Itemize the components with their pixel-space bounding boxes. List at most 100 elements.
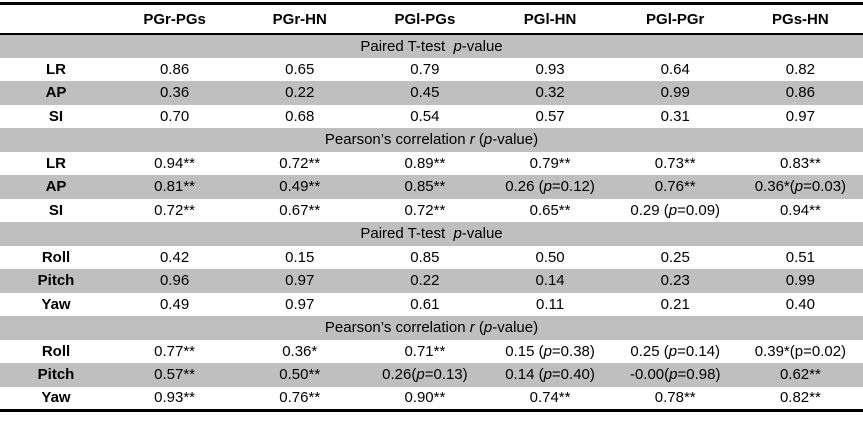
column-header-blank: [0, 3, 112, 35]
row-label: LR: [46, 60, 66, 78]
table-cell: 0.79**: [529, 154, 571, 172]
text: Paired T-test: [360, 225, 454, 243]
text: =0.38): [551, 342, 595, 360]
table-row: LR 0.94** 0.72** 0.89** 0.79** 0.73** 0.83**: [0, 152, 863, 176]
row-label: Pitch: [0, 363, 112, 387]
table-cell: 0.99: [612, 81, 738, 105]
table-cell: 0.57**: [112, 363, 238, 387]
table-cell: 0.70: [159, 107, 190, 125]
table-cell: 0.76**: [612, 175, 738, 199]
table-cell: 0.36: [112, 81, 238, 105]
table-cell: 0.36*: [282, 342, 318, 360]
table-cell: 0.39*(p=0.02): [754, 342, 847, 360]
table-cell: 0.50**: [237, 363, 363, 387]
table-row: Roll 0.42 0.15 0.85 0.50 0.25 0.51: [0, 246, 863, 270]
table-cell: 0.83**: [779, 154, 821, 172]
table-cell: 0.79: [410, 60, 440, 78]
table-cell: 0.11: [536, 295, 565, 313]
text: -value): [492, 131, 539, 149]
italic-text: p: [543, 366, 552, 384]
table-cell: 0.42: [159, 248, 190, 266]
text: 0.15 (: [505, 342, 544, 360]
table-cell: 0.93**: [154, 389, 196, 406]
table-row: Roll 0.77** 0.36* 0.71** 0.15 (p=0.38) 0.25 (…: [0, 340, 863, 364]
section-title: Paired T-test p-value: [0, 34, 863, 58]
text: =0.12): [551, 178, 595, 196]
italic-text: p: [668, 342, 678, 360]
section-title: Pearson’s correlation r (p-value): [0, 128, 863, 152]
table-cell: 0.73**: [654, 154, 696, 172]
table-cell: 0.96: [112, 269, 238, 293]
table-cell: 0.51: [785, 248, 815, 266]
table-cell: 0.57: [535, 107, 565, 125]
table-cell: 0.15: [285, 248, 315, 266]
table-cell: 0.77**: [154, 342, 196, 360]
table-cell: 0.71**: [404, 342, 446, 360]
row-label: SI: [48, 201, 64, 219]
table-cell: 0.65: [285, 60, 315, 78]
italic-text: p: [543, 342, 552, 360]
table-cell: 0.86: [159, 60, 190, 78]
table-cell: 0.99: [737, 269, 863, 293]
italic-text: r: [469, 319, 475, 337]
text: 0.29 (: [630, 201, 669, 219]
row-label: SI: [48, 107, 64, 125]
table-cell: 0.49: [159, 295, 190, 313]
column-header-pgs-hn: PGs-HN: [737, 3, 863, 35]
italic-text: p: [543, 178, 552, 196]
table-cell: 0.15 (p=0.38): [487, 340, 612, 364]
column-header-row: PGr-PGs PGr-HN PGl-PGs PGl-HN PGl-PGr PG…: [0, 3, 863, 35]
text: -0.00(: [629, 366, 670, 384]
text: (: [474, 131, 484, 149]
table-cell: 0.97: [237, 269, 363, 293]
table-cell: -0.00(p=0.98): [612, 363, 738, 387]
italic-text: p: [453, 225, 462, 243]
row-label: Yaw: [41, 295, 71, 313]
italic-text: p: [483, 319, 493, 337]
table-row: LR 0.86 0.65 0.79 0.93 0.64 0.82: [0, 58, 863, 82]
row-label: Pitch: [0, 269, 112, 293]
text: =0.14): [677, 342, 721, 360]
section-title-row: Paired T-test p-value: [0, 34, 863, 58]
table-cell: 0.62**: [737, 363, 863, 387]
table-cell: 0.29 (p=0.09): [613, 199, 738, 223]
table-body: Paired T-test p-value LR 0.86 0.65 0.79 0.93 0…: [0, 34, 863, 410]
text: 0.26 (: [505, 178, 544, 196]
section-title: Pearson’s correlation r (p-value): [0, 316, 863, 340]
table-cell: 0.14: [487, 269, 613, 293]
table-row: Pitch 0.57** 0.50** 0.26(p=0.13) 0.14 (p=0.4…: [0, 363, 863, 387]
table-cell: 0.22: [237, 81, 363, 105]
table-cell: 0.93: [535, 60, 565, 78]
table-cell: 0.72**: [279, 154, 321, 172]
italic-text: p: [794, 178, 804, 196]
text: 0.36*(: [754, 178, 795, 196]
text: -value): [492, 319, 539, 337]
table-cell: 0.31: [660, 107, 690, 125]
text: Paired T-test: [360, 37, 454, 55]
column-header-pgl-hn: PGl-HN: [487, 3, 613, 35]
section-title-row: Pearson’s correlation r (p-value): [0, 316, 863, 340]
table-cell: 0.45: [362, 81, 488, 105]
statistics-table: PGr-PGs PGr-HN PGl-PGs PGl-HN PGl-PGr PG…: [0, 2, 863, 412]
table-header: PGr-PGs PGr-HN PGl-PGs PGl-HN PGl-PGr PG…: [0, 3, 863, 35]
table-cell: 0.23: [612, 269, 738, 293]
table-cell: 0.97: [785, 107, 815, 125]
column-header-pgl-pgs: PGl-PGs: [362, 3, 488, 35]
table-row: Yaw 0.93** 0.76** 0.90** 0.74** 0.78** 0.82**: [0, 387, 863, 411]
table-cell: 0.36*(p=0.03): [737, 175, 863, 199]
text: =0.13): [424, 366, 468, 384]
italic-text: p: [453, 37, 462, 55]
italic-text: r: [469, 131, 475, 149]
table-cell: 0.78**: [654, 389, 696, 406]
table-cell: 0.72**: [154, 201, 196, 219]
table-cell: 0.72**: [404, 201, 446, 219]
table-cell: 0.54: [410, 107, 440, 125]
row-label: Roll: [41, 342, 71, 360]
text: 0.14 (: [505, 366, 544, 384]
table-cell: 0.86: [737, 81, 863, 105]
table-cell: 0.85**: [362, 175, 488, 199]
italic-text: p: [669, 366, 678, 384]
table-cell: 0.76**: [279, 389, 321, 406]
table-cell: 0.94**: [779, 201, 821, 219]
row-label: Roll: [41, 248, 71, 266]
